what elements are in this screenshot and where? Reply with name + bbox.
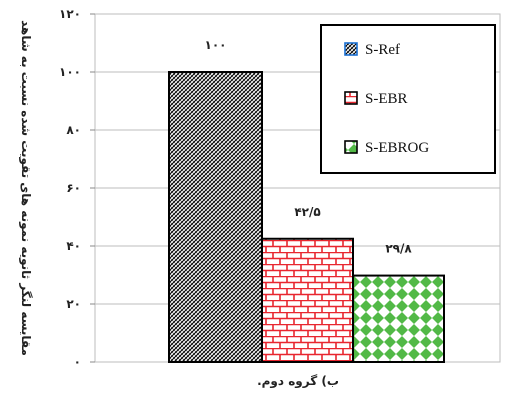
legend-marker [344, 140, 358, 154]
y-tick-label: ۲۰ [66, 297, 81, 311]
bar-s-ref [168, 71, 263, 363]
data-labels: ۱۰۰ ۴۲/۵ ۲۹/۸ [205, 38, 413, 256]
legend-label: S-EBR [365, 91, 408, 107]
legend-marker [344, 91, 358, 105]
y-tick-label: ۶۰ [66, 181, 81, 195]
legend-label: S-EBROG [365, 140, 429, 156]
data-label: ۱۰۰ [205, 38, 227, 52]
y-tick-label: ۱۲۰ [59, 7, 81, 21]
data-label: ۲۹/۸ [385, 242, 412, 256]
bar-s-ebrog [352, 274, 445, 363]
x-axis-title: ب) گروه دوم. [257, 374, 339, 389]
bars [168, 71, 445, 363]
legend-label: S-Ref [365, 42, 400, 58]
data-label: ۴۲/۵ [294, 205, 320, 219]
y-axis: ۰ ۲۰ ۴۰ ۶۰ ۸۰ ۱۰۰ ۱۲۰ [59, 7, 95, 369]
y-tick-label: ۴۰ [66, 239, 81, 253]
plot-area: ۰ ۲۰ ۴۰ ۶۰ ۸۰ ۱۰۰ ۱۲۰ ۱۰۰ ۴۲/۵ ۲۹/۸ [59, 7, 501, 369]
y-tick-label: ۸۰ [66, 123, 81, 137]
y-tick-label: ۰ [74, 355, 81, 369]
y-tick-label: ۱۰۰ [59, 65, 81, 79]
bar-s-ebr [261, 237, 354, 363]
legend: S-Ref S-EBR S-EBROG [320, 24, 496, 174]
y-axis-title: مقایسه لنگر ثانویه نمونه های تقویت شده ن… [18, 20, 33, 356]
legend-marker [344, 42, 358, 56]
